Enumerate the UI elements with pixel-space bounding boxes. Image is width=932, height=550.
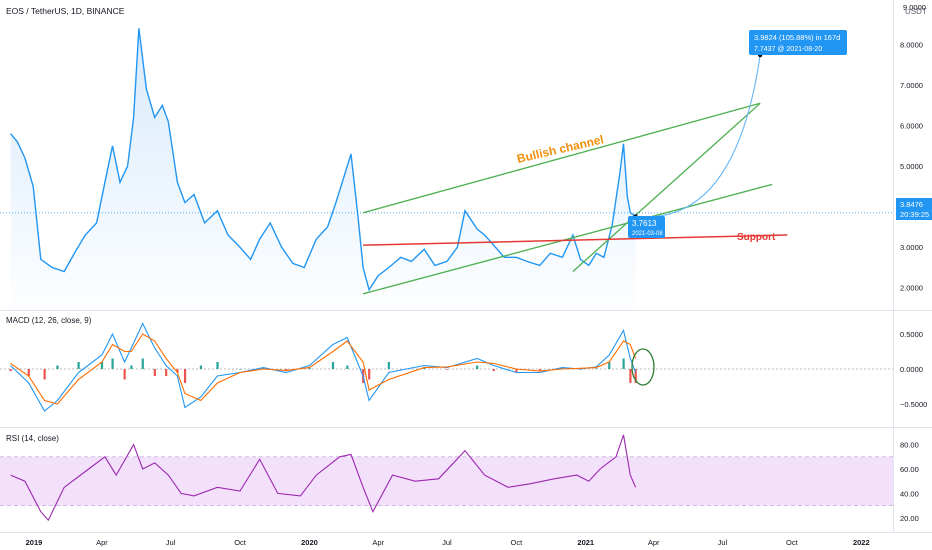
macd-line[interactable] xyxy=(10,322,637,412)
time-tick-label: 2021 xyxy=(577,538,594,547)
macd-tick-label: 0.5000 xyxy=(900,330,923,339)
time-tick-label: Apr xyxy=(372,538,384,547)
time-tick-label: Jul xyxy=(166,538,176,547)
support-line[interactable] xyxy=(363,234,788,246)
projection-label-bg xyxy=(749,30,847,55)
macd-histogram-bar xyxy=(331,362,335,369)
price-marker-bg xyxy=(628,216,665,238)
macd-histogram-bar xyxy=(595,368,598,369)
macd-histogram-bar xyxy=(387,362,390,369)
rsi-tick-label: 20.00 xyxy=(900,514,919,523)
macd-histogram-bar xyxy=(183,369,187,383)
currency-label: USDT xyxy=(905,7,927,16)
macd-histogram-bar xyxy=(346,365,349,369)
time-tick-label: 2022 xyxy=(853,538,870,547)
macd-histogram-bar xyxy=(43,369,46,380)
macd-histogram-bar xyxy=(153,369,156,376)
time-tick-label: Oct xyxy=(510,538,523,547)
time-tick-label: 2020 xyxy=(301,538,318,547)
macd-histogram-bar xyxy=(368,369,371,380)
macd-histogram-bar xyxy=(629,369,632,383)
price-area xyxy=(10,28,636,309)
price-marker-date: 2021-03-08 xyxy=(632,231,663,237)
macd-histogram-bar xyxy=(476,365,479,369)
macd-histogram-bar xyxy=(634,369,637,383)
last-price-bg xyxy=(896,198,932,220)
macd-histogram-bar xyxy=(561,367,564,369)
rsi-legend: RSI (14, close) xyxy=(6,434,59,443)
chart-title: EOS / TetherUS, 1D, BINANCE xyxy=(6,6,125,16)
last-price-label: 3.8476 20:39:25 xyxy=(896,198,932,220)
macd-histogram-bar xyxy=(622,358,625,369)
time-tick-label: Apr xyxy=(96,538,108,547)
price-tick-label: 2.0000 xyxy=(900,284,923,293)
time-tick-label: Jul xyxy=(718,538,728,547)
macd-signal-line[interactable] xyxy=(10,333,637,405)
time-tick-label: Jul xyxy=(442,538,452,547)
channel-inner-line[interactable] xyxy=(572,102,761,273)
macd-histogram-bar xyxy=(492,369,495,372)
macd-legend: MACD (12, 26, close, 9) xyxy=(6,316,92,325)
price-tick-label: 7.0000 xyxy=(900,81,923,90)
time-axis: 2019 Apr Jul Oct 2020 Apr Jul Oct 2021 Apr Jul Oct 2… xyxy=(26,538,870,547)
support-label: Support xyxy=(737,232,776,243)
time-tick-label: Apr xyxy=(648,538,660,547)
last-price-time: 20:39:25 xyxy=(900,210,929,219)
macd-histogram-bar xyxy=(100,362,104,369)
price-axis: 2.00003.00004.00005.00006.00007.00008.00… xyxy=(900,3,927,523)
projection-target: 7.7437 @ 2021-08-20 xyxy=(754,46,822,53)
rsi-tick-label: 40.00 xyxy=(900,489,919,498)
macd-histogram-bar xyxy=(608,362,611,369)
price-line[interactable] xyxy=(10,28,637,292)
macd-tick-label: −0.5000 xyxy=(900,400,927,409)
rsi-tick-label: 60.00 xyxy=(900,465,919,474)
macd-histogram-bar xyxy=(538,369,541,371)
rsi-line[interactable] xyxy=(10,434,637,522)
macd-histogram-bar xyxy=(165,369,168,376)
projection-label: 3.9824 (105.88%) in 167d 7.7437 @ 2021-0… xyxy=(749,30,847,55)
rsi-tick-label: 80.00 xyxy=(900,441,919,450)
time-tick-label: 2019 xyxy=(26,538,43,547)
time-tick-label: Oct xyxy=(786,538,799,547)
last-price-value: 3.8476 xyxy=(900,200,923,209)
macd-histogram-bar xyxy=(27,369,30,376)
channel-upper-line[interactable] xyxy=(362,102,761,214)
channel-lower-line[interactable] xyxy=(362,183,773,295)
macd-histogram-bar xyxy=(141,358,144,369)
macd-histogram-bar xyxy=(77,362,80,369)
grid xyxy=(0,0,932,533)
price-tick-label: 3.0000 xyxy=(900,243,923,252)
macd-histogram-bar xyxy=(130,365,133,369)
rsi-band xyxy=(0,456,893,506)
projection-change: 3.9824 (105.88%) in 167d xyxy=(754,33,840,42)
macd-histogram-bar xyxy=(56,365,59,369)
price-tick-label: 5.0000 xyxy=(900,162,923,171)
macd-histogram-bar xyxy=(216,362,219,369)
price-tick-label: 9.0000 xyxy=(903,3,926,12)
rsi-pane[interactable] xyxy=(10,434,637,522)
macd-histogram-bar xyxy=(445,369,449,370)
price-pane[interactable] xyxy=(0,28,893,309)
macd-histogram-bar xyxy=(199,365,202,369)
macd-histogram-bar xyxy=(515,369,518,373)
macd-histogram-bar xyxy=(111,358,114,369)
macd-highlight-ellipse[interactable] xyxy=(631,348,655,386)
macd-histogram-bar xyxy=(176,369,179,373)
macd-histogram-bar xyxy=(239,369,242,370)
price-tick-label: 6.0000 xyxy=(900,122,923,131)
macd-histogram-bar xyxy=(9,369,12,372)
macd-tick-label: 0.0000 xyxy=(900,365,923,374)
time-tick-label: Oct xyxy=(234,538,247,547)
price-tick-label: 8.0000 xyxy=(900,41,923,50)
macd-pane[interactable] xyxy=(0,322,893,412)
price-marker-label: 3.7613 2021-03-08 xyxy=(628,216,665,238)
macd-histogram-bar xyxy=(123,369,126,380)
rsi-band-fill xyxy=(0,456,893,506)
macd-histogram-bar xyxy=(262,367,265,369)
drawings-layer[interactable] xyxy=(362,52,788,386)
price-marker-value: 3.7613 xyxy=(632,219,657,228)
